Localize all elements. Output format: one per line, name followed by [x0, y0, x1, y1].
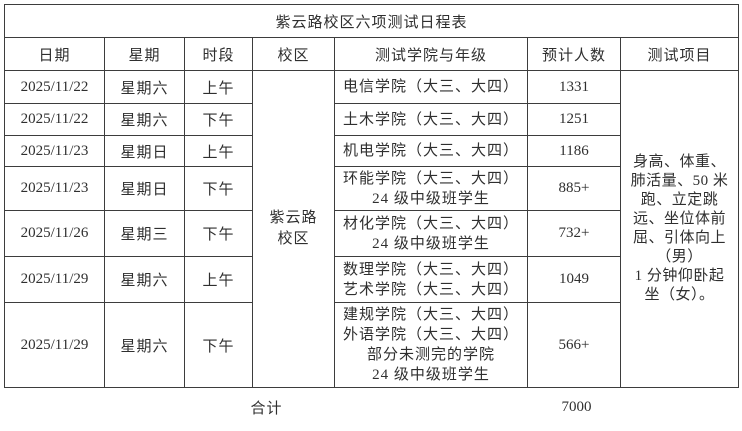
page-title: 紫云路校区六项测试日程表: [3, 4, 740, 38]
cell-college: 土木学院（大三、大四）: [334, 103, 528, 136]
items-line: 远、坐位体前: [633, 211, 727, 227]
cell-date: 2025/11/26: [4, 210, 105, 257]
cell-count: 732+: [527, 210, 621, 257]
cell-count: 1331: [527, 70, 621, 104]
items-line: 肺活量、50 米: [630, 173, 729, 189]
items-line: 1 分钟仰卧起: [634, 268, 725, 284]
header-college: 测试学院与年级: [334, 37, 528, 71]
header-count: 预计人数: [527, 37, 621, 71]
header-row: 日期 星期 时段 校区 测试学院与年级 预计人数 测试项目: [4, 37, 740, 71]
college-line: 24 级中级班学生: [372, 190, 490, 207]
table-row: 2025/11/22 星期六 上午 紫云路 校区 电信学院（大三、大四） 133…: [4, 70, 740, 388]
cell-week: 星期三: [104, 210, 185, 257]
table-row: 2025/11/23 星期日 上午 机电学院（大三、大四） 1186: [4, 135, 739, 167]
cell-count: 1049: [527, 256, 621, 303]
table-row: 2025/11/23 星期日 下午 环能学院（大三、大四） 24 级中级班学生 …: [4, 166, 739, 211]
cell-count: 885+: [527, 166, 621, 211]
cell-count: 566+: [527, 302, 621, 388]
cell-period: 下午: [184, 302, 253, 388]
college-line: 艺术学院（大三、大四）: [342, 281, 519, 298]
cell-date: 2025/11/22: [4, 70, 105, 104]
cell-date: 2025/11/23: [4, 135, 105, 167]
campus-line: 紫云路: [269, 210, 318, 226]
table-row: 2025/11/22 星期六 下午 土木学院（大三、大四） 1251: [4, 103, 739, 136]
college-line: 外语学院（大三、大四）: [342, 327, 519, 343]
cell-week: 星期六: [104, 302, 185, 388]
cell-college: 材化学院（大三、大四） 24 级中级班学生: [334, 210, 528, 257]
cell-period: 上午: [184, 70, 253, 104]
header-date: 日期: [4, 37, 105, 71]
cell-date: 2025/11/29: [4, 302, 105, 388]
cell-period: 下午: [184, 166, 253, 211]
college-line: 建规学院（大三、大四）: [342, 307, 519, 323]
total-value: 7000: [561, 398, 592, 415]
items-line: 身高、体重、: [633, 154, 727, 170]
title-row: 紫云路校区六项测试日程表: [3, 4, 740, 38]
campus-line: 校区: [277, 231, 310, 247]
college-line: 24 级中级班学生: [372, 367, 490, 383]
cell-college: 数理学院（大三、大四） 艺术学院（大三、大四）: [334, 256, 528, 303]
college-line: 部分未测完的学院: [366, 347, 495, 363]
total-label: 合计: [250, 400, 283, 417]
schedule-table: 紫云路校区六项测试日程表 日期 星期 时段 校区 测试学院与年级 预计人数 测试…: [3, 4, 740, 388]
cell-count: 1186: [527, 135, 621, 167]
header-period: 时段: [184, 37, 253, 71]
college-line: 电信学院（大三、大四）: [342, 79, 519, 95]
cell-date: 2025/11/22: [4, 103, 105, 136]
cell-week: 星期日: [104, 166, 185, 211]
cell-count: 1251: [527, 103, 621, 136]
table-row: 2025/11/29 星期六 上午 数理学院（大三、大四） 艺术学院（大三、大四…: [4, 256, 739, 303]
header-campus: 校区: [252, 37, 335, 71]
cell-period: 下午: [184, 103, 253, 136]
cell-week: 星期六: [104, 256, 185, 303]
cell-college: 机电学院（大三、大四）: [334, 135, 528, 167]
cell-test-items: 身高、体重、 肺活量、50 米 跑、立定跳 远、坐位体前 屈、引体向上 （男） …: [619, 70, 740, 388]
cell-week: 星期六: [104, 70, 185, 104]
cell-college: 建规学院（大三、大四） 外语学院（大三、大四） 部分未测完的学院 24 级中级班…: [334, 302, 528, 388]
cell-period: 上午: [184, 256, 253, 303]
cell-week: 星期六: [104, 103, 185, 136]
college-line: 24 级中级班学生: [372, 235, 490, 252]
header-items: 测试项目: [619, 37, 740, 71]
cell-week: 星期日: [104, 135, 185, 167]
items-line: 屈、引体向上: [633, 230, 727, 246]
cell-college: 电信学院（大三、大四）: [334, 70, 528, 104]
cell-period: 下午: [184, 210, 253, 257]
cell-campus: 紫云路 校区: [252, 70, 335, 388]
college-line: 数理学院（大三、大四）: [342, 261, 519, 278]
header-week: 星期: [104, 37, 185, 71]
cell-college: 环能学院（大三、大四） 24 级中级班学生: [334, 166, 528, 211]
cell-date: 2025/11/23: [4, 166, 105, 211]
cell-date: 2025/11/29: [4, 256, 105, 303]
college-line: 土木学院（大三、大四）: [342, 111, 519, 128]
cell-period: 上午: [184, 135, 253, 167]
items-line: （男）: [656, 249, 703, 265]
table-row: 2025/11/26 星期三 下午 材化学院（大三、大四） 24 级中级班学生 …: [4, 210, 739, 257]
college-line: 环能学院（大三、大四）: [342, 170, 519, 187]
college-line: 材化学院（大三、大四）: [342, 215, 519, 232]
college-line: 机电学院（大三、大四）: [342, 143, 519, 159]
table-row: 2025/11/29 星期六 下午 建规学院（大三、大四） 外语学院（大三、大四…: [4, 302, 739, 388]
items-line: 跑、立定跳: [640, 192, 719, 208]
summary-row: 合计 7000: [4, 388, 738, 426]
items-line: 坐（女）。: [644, 287, 715, 303]
